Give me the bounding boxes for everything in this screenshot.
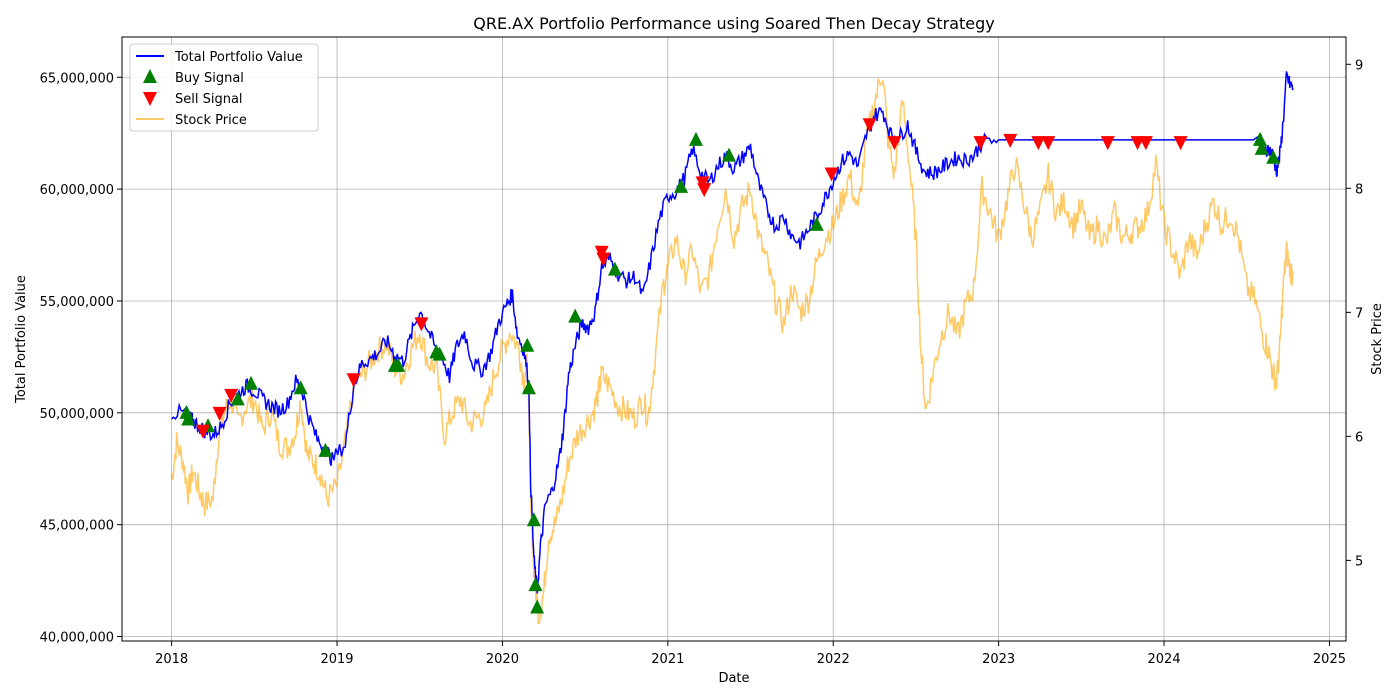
buy-signal-marker [520,337,535,352]
sell-signal-marker [887,136,902,151]
chart-title: QRE.AX Portfolio Performance using Soare… [473,14,995,33]
buy-signal-marker [607,261,622,276]
x-tick-label: 2018 [155,652,188,667]
buy-signal-marker [391,357,406,372]
buy-signal-marker [293,380,308,395]
x-tick-label: 2025 [1313,652,1346,667]
sell-signal-marker [862,118,877,133]
buy-signal-marker [688,131,703,146]
y-axis-label: Total Portfolio Value [14,275,29,404]
buy-signal-marker [1252,131,1267,146]
y-tick-label: 45,000,000 [40,519,114,534]
sell-signal-marker [1041,136,1056,151]
x-tick-label: 2020 [486,652,519,667]
y2-tick-label: 8 [1355,182,1363,197]
buy-signal-marker [181,411,196,426]
x-axis-label: Date [718,671,749,686]
portfolio-value-line [171,71,1294,594]
y-tick-label: 50,000,000 [40,407,114,422]
sell-signal-marker [196,424,211,439]
legend: Total Portfolio Value Buy Signal Sell Sign… [129,43,319,132]
legend-label: Sell Signal [175,92,243,107]
legend-label: Stock Price [175,113,247,128]
sell-signal-marker [212,406,227,421]
buy-signal-marker [722,147,737,162]
buy-signal-marker [521,380,536,395]
grid-lines [122,37,1346,641]
sell-signal-marker [1031,136,1046,151]
buy-signal-marker [244,375,259,390]
buy-signal-marker [318,442,333,457]
y-tick-label: 60,000,000 [40,183,114,198]
legend-swatch-marker [143,69,157,83]
x-tick-label: 2021 [651,652,684,667]
buy-signal-marker [528,577,543,592]
y-axis-ticks: 40,000,000 45,000,000 50,000,000 55,000,000… [40,71,122,646]
y2-tick-label: 6 [1355,430,1363,445]
sell-signal-marker [824,167,839,182]
sell-signal-marker [346,373,361,388]
legend-box [129,43,319,132]
sell-signal-marker [1173,136,1188,151]
sell-signal-marker [1003,133,1018,148]
legend-swatch-marker [143,92,157,106]
buy-signal-marker [1254,140,1269,155]
y-tick-label: 55,000,000 [40,295,114,310]
buy-signal-marker [526,512,541,527]
plot-frame [121,36,1347,642]
legend-label: Buy Signal [175,71,244,86]
x-tick-label: 2024 [1148,652,1181,667]
sell-signal-marker [224,388,239,403]
buy-signal-marker [809,216,824,231]
sell-signal-marker [414,317,429,332]
x-tick-label: 2023 [982,652,1015,667]
x-axis-ticks: 2018 2019 2020 2021 2022 2023 2024 2025 [155,641,1346,667]
y2-tick-label: 9 [1355,58,1363,73]
sell-signal-marker [697,183,712,198]
buy-signal-marker [1266,149,1281,164]
sell-signal-marker [973,136,988,151]
y-tick-label: 65,000,000 [40,71,114,86]
x-tick-label: 2022 [817,652,850,667]
sell-signal-marker [596,252,611,267]
buy-signal-marker [674,178,689,193]
y2-tick-label: 5 [1355,554,1363,569]
y2-axis-ticks: 5 6 7 8 9 [1346,58,1363,569]
portfolio-layer [171,71,1294,594]
y2-axis-label: Stock Price [1370,303,1385,375]
buy-signal-marker [568,308,583,323]
sell-signal-marker [1138,136,1153,151]
buy-signal-marker [230,391,245,406]
y2-tick-label: 7 [1355,306,1363,321]
legend-label: Total Portfolio Value [174,50,303,65]
sell-signal-marker [1100,136,1115,151]
buy-signal-marker [530,599,545,614]
x-tick-label: 2019 [320,652,353,667]
buy-signal-marker [432,346,447,361]
y-tick-label: 40,000,000 [40,631,114,646]
signal-markers [179,118,1281,614]
